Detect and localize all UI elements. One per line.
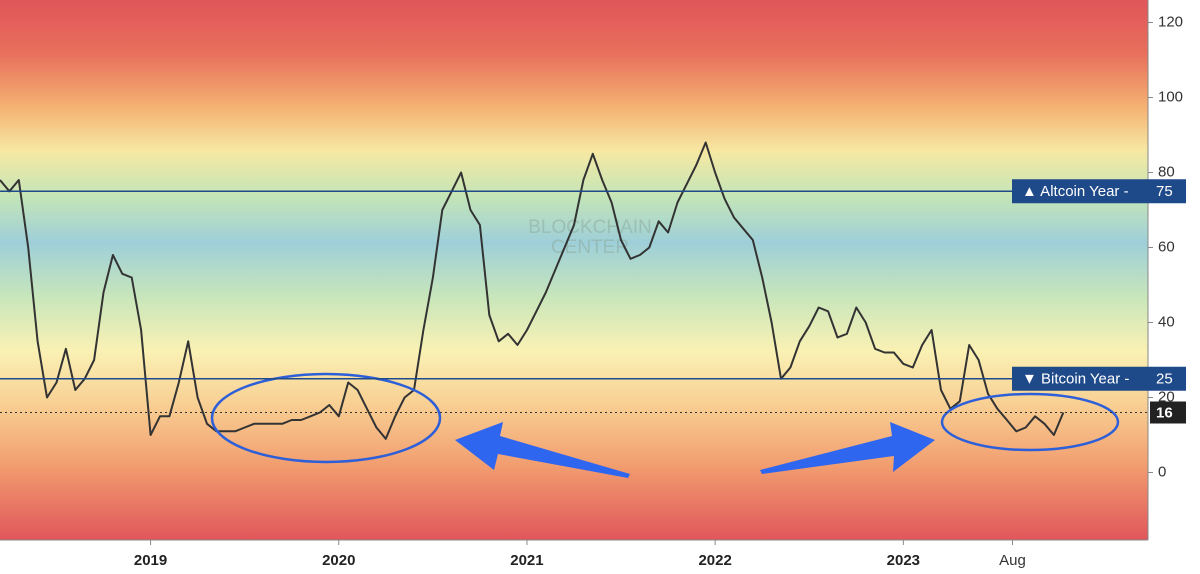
watermark: CENTER: [551, 237, 629, 258]
threshold-label: ▲ Altcoin Year -: [1022, 183, 1129, 200]
current-value-label: 16: [1156, 404, 1173, 421]
y-tick-label: 40: [1158, 313, 1175, 330]
x-tick-label: Aug: [999, 552, 1026, 569]
arrow: [760, 422, 935, 474]
x-tick-label: 2022: [698, 552, 731, 569]
threshold-value: 25: [1156, 371, 1173, 388]
annotations: [210, 372, 1120, 478]
watermark: BLOCKCHAIN: [528, 217, 652, 238]
threshold-tag: [1012, 366, 1186, 391]
current-value-tag: [1150, 401, 1186, 424]
highlight-ellipse: [940, 392, 1120, 452]
y-tick-label: 80: [1158, 163, 1175, 180]
y-tick-label: 120: [1158, 13, 1183, 30]
marks: [0, 141, 1065, 440]
highlight-ellipse: [210, 372, 442, 464]
x-tick-label: 2023: [887, 552, 920, 569]
y-tick-label: 0: [1158, 463, 1166, 480]
y-tick-label: 60: [1158, 238, 1175, 255]
threshold-value: 75: [1156, 183, 1173, 200]
threshold-tag: [1012, 179, 1186, 204]
x-tick-label: 2019: [134, 552, 167, 569]
y-tick-label: 100: [1158, 88, 1183, 105]
threshold-label: ▼ Bitcoin Year -: [1022, 371, 1129, 388]
arrow: [455, 422, 630, 478]
data-line: [0, 141, 1065, 440]
x-tick-label: 2021: [510, 552, 543, 569]
y-tick-label: 20: [1158, 388, 1175, 405]
plot-background: [0, 0, 1148, 540]
x-tick-label: 2020: [322, 552, 355, 569]
